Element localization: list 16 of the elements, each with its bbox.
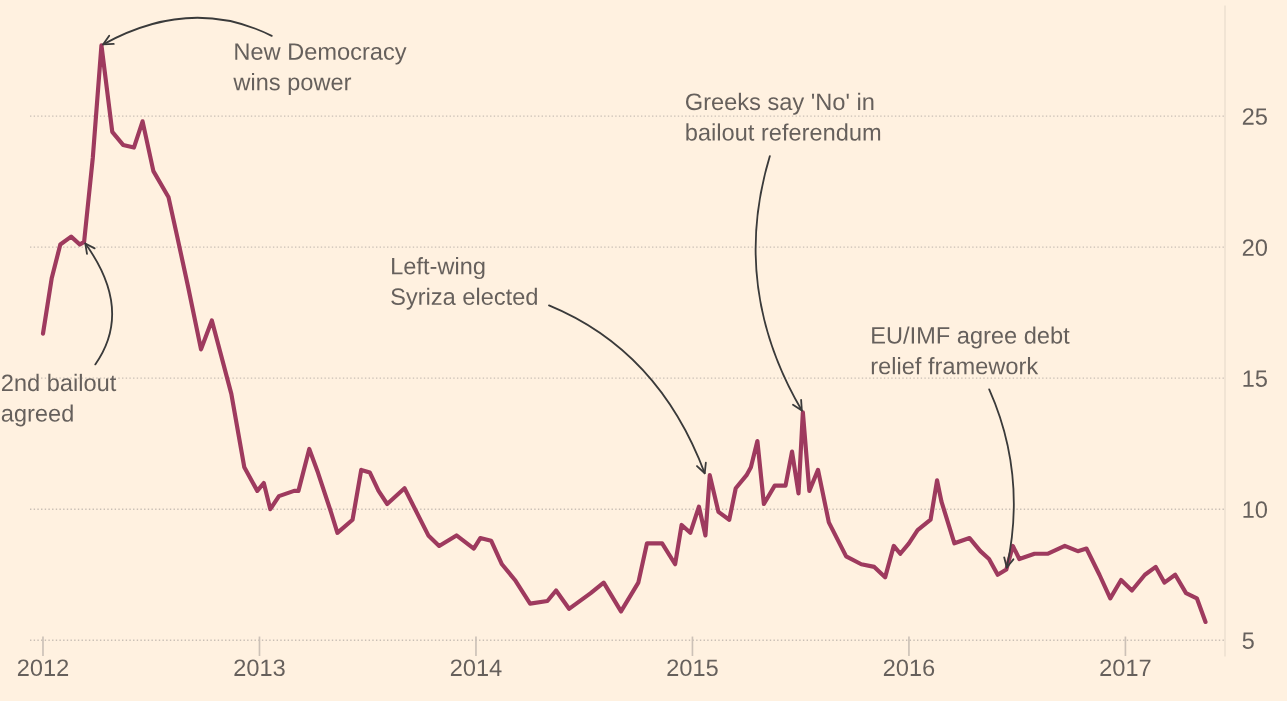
y-tick-label: 10 — [1243, 501, 1268, 519]
annotation: Greeks say 'No' in bailout referendum — [685, 92, 881, 141]
y-tick-label: 15 — [1243, 370, 1267, 387]
y-tick-label: 5 — [1242, 632, 1254, 650]
x-tick-label: 2017 — [1100, 659, 1151, 677]
x-tick-label: 2015 — [667, 659, 718, 677]
y-tick-label: 25 — [1242, 108, 1267, 125]
annotation: 2nd bailout agreed — [1, 373, 117, 427]
annotation: EU/IMF agree debt relief framework — [871, 326, 1070, 375]
annotation: Left-wing Syriza elected — [391, 257, 537, 310]
annotation: New Democracy wins power — [233, 43, 407, 96]
x-tick-label: 2016 — [883, 659, 935, 677]
y-tick-label: 20 — [1242, 239, 1268, 256]
x-tick-label: 2012 — [17, 659, 69, 677]
x-tick-label: 2014 — [450, 659, 502, 677]
x-tick-label: 2013 — [234, 659, 285, 677]
